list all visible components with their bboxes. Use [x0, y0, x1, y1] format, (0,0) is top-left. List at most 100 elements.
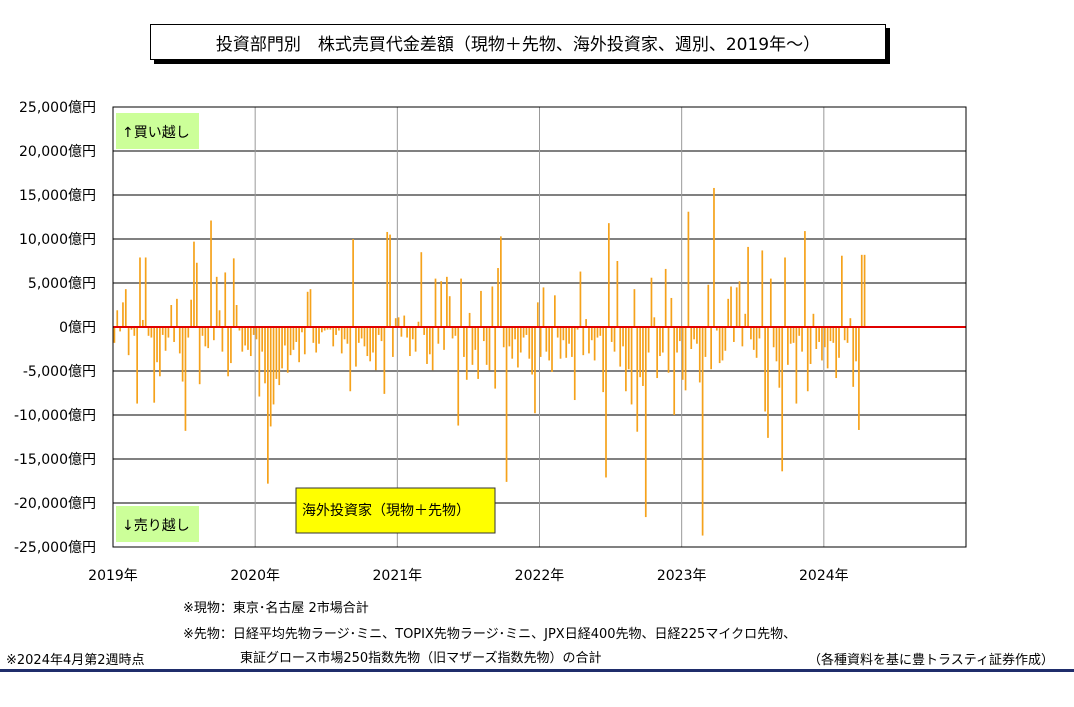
bar	[156, 327, 158, 363]
bar	[613, 327, 616, 352]
bar	[502, 327, 505, 348]
bar	[585, 319, 587, 327]
bar	[431, 327, 434, 371]
bar	[593, 327, 596, 361]
bar	[721, 327, 724, 361]
bar	[565, 327, 568, 358]
x-tick-label: 2024年	[799, 568, 849, 584]
bar	[741, 327, 744, 347]
bar	[841, 255, 843, 327]
bar	[352, 239, 354, 327]
chart-title: 投資部門別 株式売買代金差額（現物＋先物、海外投資家、週別、2019年～）	[150, 24, 886, 60]
bar	[798, 327, 801, 336]
bar	[332, 327, 335, 347]
bar	[136, 327, 138, 404]
bar	[573, 327, 576, 401]
bar	[426, 327, 428, 364]
bar	[579, 271, 582, 327]
y-tick-label: -10,000億円	[14, 408, 96, 424]
bar	[758, 327, 761, 339]
bar	[380, 327, 383, 342]
bar	[508, 327, 511, 347]
note-as-of: ※2024年4月第2週時点	[6, 653, 145, 668]
bar	[806, 327, 809, 392]
bar	[536, 302, 539, 327]
bar	[576, 327, 579, 330]
bar	[127, 327, 130, 356]
bar	[738, 281, 741, 327]
bar	[159, 327, 161, 377]
bar	[221, 327, 224, 352]
bar	[403, 315, 406, 327]
bar	[141, 319, 144, 327]
bar	[500, 236, 502, 327]
bar	[633, 289, 636, 327]
bar	[639, 327, 641, 378]
bar	[389, 234, 391, 327]
bar	[670, 297, 673, 327]
bar	[434, 278, 437, 327]
bar	[397, 317, 400, 327]
bar	[394, 318, 397, 327]
bar	[755, 327, 758, 358]
bar	[761, 250, 764, 327]
bar	[784, 257, 786, 327]
bar	[644, 327, 647, 518]
bar	[349, 327, 352, 392]
bar	[804, 231, 806, 327]
bar	[693, 327, 695, 340]
bar	[278, 327, 281, 386]
bar	[698, 327, 701, 383]
note-sakimono-1: ※先物：日経平均先物ラージ･ミニ、TOPIX先物ラージ･ミニ、JPX日経400先…	[183, 627, 797, 642]
bar	[190, 299, 192, 327]
bar	[286, 327, 289, 373]
y-tick-label: 10,000億円	[19, 232, 96, 248]
x-tick-labels: 2019年 2020年 2021年 2022年 2023年 2024年	[88, 568, 848, 584]
bar	[511, 327, 514, 359]
bar	[181, 327, 184, 382]
sell-label: ↓売り越し	[122, 518, 190, 534]
bar	[392, 327, 394, 357]
bar	[448, 296, 451, 327]
bar	[710, 327, 712, 370]
bar	[258, 327, 261, 397]
bar	[170, 305, 173, 327]
bar	[554, 295, 556, 327]
bar	[249, 327, 252, 357]
bar	[522, 327, 525, 338]
bar	[244, 327, 246, 346]
bar	[284, 327, 286, 346]
bar	[454, 327, 457, 336]
bar	[153, 327, 156, 403]
bar	[383, 327, 386, 394]
bar	[707, 284, 710, 327]
bar	[241, 327, 244, 352]
bar	[406, 327, 408, 338]
y-tick-label: 20,000億円	[19, 144, 96, 160]
bar	[281, 327, 283, 369]
bar	[531, 327, 533, 375]
bar	[832, 327, 835, 343]
bar	[264, 327, 266, 384]
bar	[340, 327, 343, 354]
bar	[795, 327, 798, 404]
bar	[858, 327, 860, 430]
bar	[735, 287, 738, 327]
bar	[423, 327, 425, 335]
buy-label-box: ↑買い越し	[116, 113, 199, 149]
y-tick-label: -25,000億円	[14, 540, 96, 556]
y-tick-label: -5,000億円	[23, 364, 96, 380]
bar	[545, 327, 548, 352]
bar	[457, 327, 460, 426]
bar	[400, 327, 403, 337]
bar	[164, 327, 167, 351]
bar	[517, 327, 519, 368]
bar	[812, 313, 815, 327]
bar	[730, 286, 732, 327]
bar	[215, 276, 218, 327]
bar	[471, 327, 474, 365]
bar	[275, 327, 278, 379]
bar	[267, 327, 269, 484]
bar	[252, 327, 255, 335]
bar	[656, 327, 658, 379]
